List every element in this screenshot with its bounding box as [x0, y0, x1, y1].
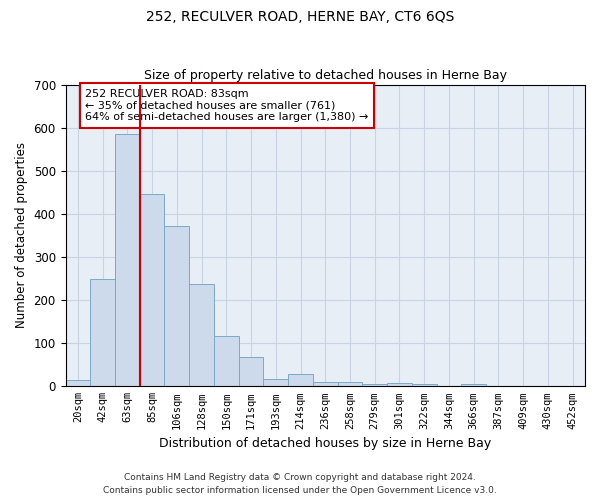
Bar [140, 194, 164, 386]
Bar [115, 134, 140, 386]
Bar [461, 384, 486, 386]
Bar [412, 384, 437, 386]
Bar [387, 384, 412, 386]
Bar [263, 378, 288, 386]
Bar [164, 226, 189, 386]
Bar [313, 382, 338, 386]
Bar [338, 382, 362, 386]
Text: Contains HM Land Registry data © Crown copyright and database right 2024.
Contai: Contains HM Land Registry data © Crown c… [103, 474, 497, 495]
Bar [189, 284, 214, 386]
Bar [214, 336, 239, 386]
Title: Size of property relative to detached houses in Herne Bay: Size of property relative to detached ho… [144, 69, 507, 82]
Text: 252, RECULVER ROAD, HERNE BAY, CT6 6QS: 252, RECULVER ROAD, HERNE BAY, CT6 6QS [146, 10, 454, 24]
Bar [288, 374, 313, 386]
Y-axis label: Number of detached properties: Number of detached properties [15, 142, 28, 328]
X-axis label: Distribution of detached houses by size in Herne Bay: Distribution of detached houses by size … [159, 437, 491, 450]
Text: 252 RECULVER ROAD: 83sqm
← 35% of detached houses are smaller (761)
64% of semi-: 252 RECULVER ROAD: 83sqm ← 35% of detach… [85, 89, 368, 122]
Bar [239, 357, 263, 386]
Bar [65, 380, 90, 386]
Bar [362, 384, 387, 386]
Bar [90, 280, 115, 386]
